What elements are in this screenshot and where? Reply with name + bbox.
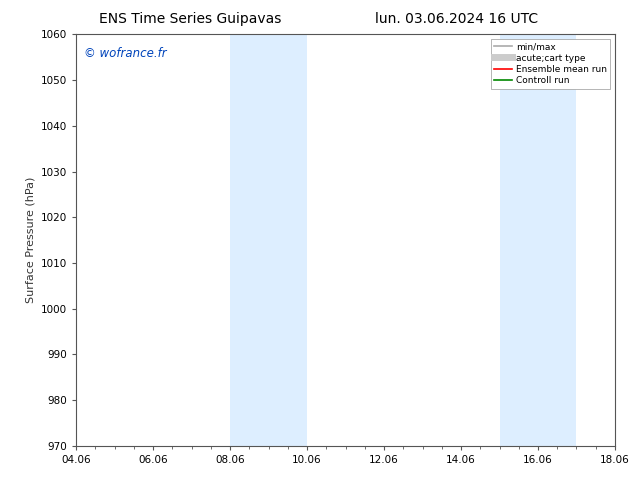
- Text: lun. 03.06.2024 16 UTC: lun. 03.06.2024 16 UTC: [375, 12, 538, 26]
- Text: © wofrance.fr: © wofrance.fr: [84, 47, 167, 60]
- Bar: [230, 34, 307, 446]
- Legend: min/max, acute;cart type, Ensemble mean run, Controll run: min/max, acute;cart type, Ensemble mean …: [491, 39, 611, 89]
- Y-axis label: Surface Pressure (hPa): Surface Pressure (hPa): [25, 177, 36, 303]
- Bar: [500, 34, 576, 446]
- Text: ENS Time Series Guipavas: ENS Time Series Guipavas: [99, 12, 281, 26]
